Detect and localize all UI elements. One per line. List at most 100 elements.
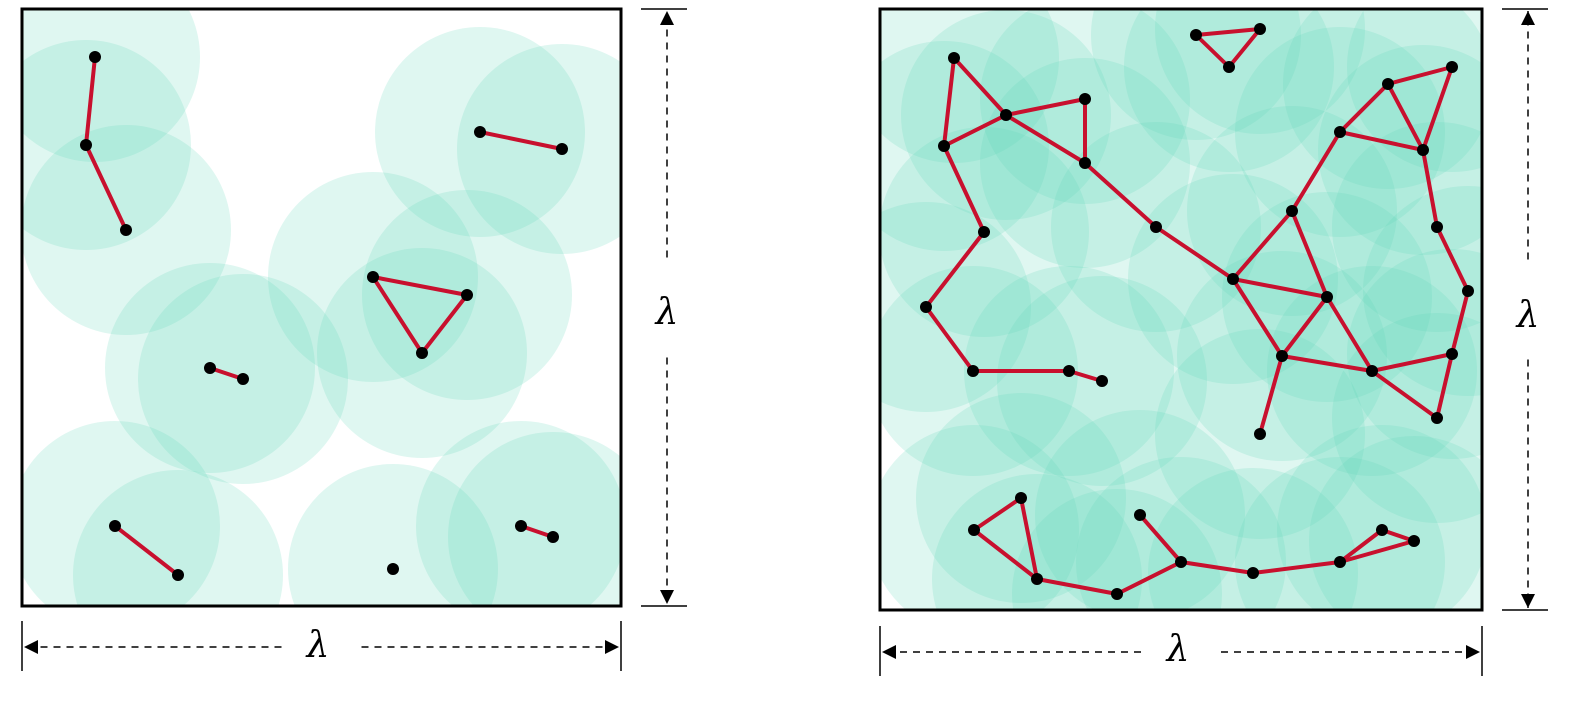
node — [978, 226, 990, 238]
edge — [942, 113, 1008, 148]
coverage-disk — [880, 202, 1031, 412]
edge — [1450, 289, 1470, 356]
node — [1446, 61, 1458, 73]
coverage-disk — [416, 421, 621, 606]
edge — [1435, 225, 1470, 293]
edge — [1386, 82, 1425, 152]
edge — [1435, 352, 1454, 420]
edge — [84, 55, 97, 147]
node — [204, 362, 216, 374]
node — [1096, 375, 1108, 387]
edge — [1338, 82, 1390, 134]
node — [89, 51, 101, 63]
node — [1079, 157, 1091, 169]
edge — [1004, 97, 1087, 117]
edge — [1386, 65, 1454, 86]
coverage-disk — [22, 9, 200, 162]
edge — [371, 275, 424, 355]
edge — [1251, 560, 1342, 575]
node — [1462, 285, 1474, 297]
edge — [1179, 560, 1255, 575]
edge — [972, 528, 1039, 581]
coverage-disk — [1148, 468, 1358, 610]
node — [387, 563, 399, 575]
node — [120, 224, 132, 236]
disk-group — [880, 9, 1482, 610]
coverage-disk — [288, 464, 498, 606]
node — [1134, 509, 1146, 521]
node — [1408, 535, 1420, 547]
edge — [972, 496, 1023, 532]
node — [967, 365, 979, 377]
coverage-disk — [1235, 457, 1445, 610]
node — [1366, 365, 1378, 377]
edge — [1231, 277, 1284, 358]
edge — [1290, 209, 1329, 299]
edge — [1280, 354, 1374, 373]
node — [1000, 109, 1012, 121]
edge — [1035, 577, 1119, 596]
node — [1111, 588, 1123, 600]
coverage-disk — [880, 425, 1079, 610]
node — [1227, 273, 1239, 285]
coverage-disks — [22, 9, 1482, 610]
edge — [924, 230, 986, 309]
edge — [1083, 161, 1158, 229]
edge — [1194, 33, 1231, 69]
node — [547, 531, 559, 543]
node — [1276, 350, 1288, 362]
edge — [1138, 513, 1183, 564]
edge — [1004, 113, 1087, 165]
coverage-disk — [880, 41, 1049, 251]
edge — [478, 130, 564, 151]
node — [515, 520, 527, 532]
node — [1334, 126, 1346, 138]
edge — [1421, 65, 1454, 152]
edge — [1370, 352, 1454, 373]
coverage-disk — [448, 432, 621, 606]
node — [1431, 412, 1443, 424]
edge — [1338, 130, 1425, 152]
coverage-disk — [73, 470, 283, 606]
edge — [1227, 27, 1262, 69]
node — [1417, 144, 1429, 156]
edge — [942, 144, 986, 234]
width-label: λ — [1165, 629, 1190, 670]
node — [109, 520, 121, 532]
node — [1063, 365, 1075, 377]
nodes — [80, 23, 1474, 600]
node — [474, 126, 486, 138]
edge — [1231, 209, 1294, 281]
panel-frame — [878, 7, 1484, 612]
coverage-disk — [932, 474, 1142, 610]
node — [920, 301, 932, 313]
coverage-disk — [22, 40, 191, 250]
node — [416, 347, 428, 359]
node — [172, 569, 184, 581]
node — [1247, 567, 1259, 579]
width-label: λ — [305, 625, 330, 666]
node — [1175, 556, 1187, 568]
edge — [1115, 560, 1183, 596]
coverage-disk — [457, 44, 621, 254]
disk-group — [22, 9, 621, 606]
node — [1190, 29, 1202, 41]
edge — [1325, 295, 1374, 373]
coverage-disk — [1332, 122, 1482, 332]
edge — [1338, 528, 1384, 564]
edge — [952, 56, 1008, 117]
coverage-disk — [1347, 249, 1482, 459]
edge — [1194, 27, 1262, 37]
edge — [1338, 539, 1416, 564]
node — [237, 373, 249, 385]
node — [1254, 428, 1266, 440]
coverage-disk — [880, 9, 1059, 163]
edge — [1019, 496, 1039, 581]
coverage-disk — [1124, 9, 1334, 172]
height-label: λ — [1515, 295, 1540, 336]
node — [1079, 93, 1091, 105]
node — [1286, 205, 1298, 217]
edge — [84, 143, 128, 232]
panel-frame — [20, 7, 623, 608]
node — [367, 271, 379, 283]
